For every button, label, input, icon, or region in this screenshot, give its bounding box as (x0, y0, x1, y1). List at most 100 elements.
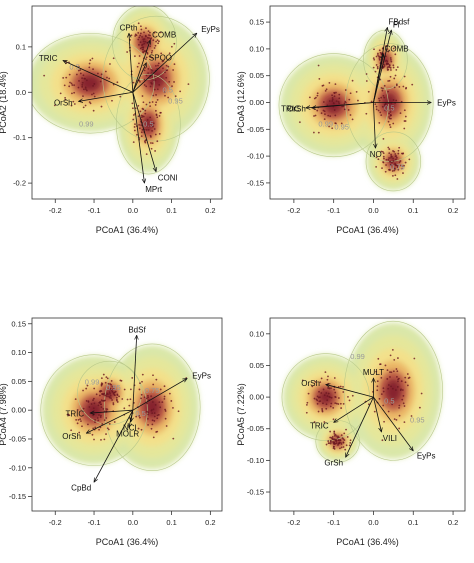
data-point (137, 104, 140, 107)
x-tick-label: 0.1 (166, 206, 176, 215)
data-point (150, 82, 153, 85)
data-point (399, 112, 402, 115)
data-point (372, 57, 375, 60)
data-point (384, 102, 387, 105)
data-point (347, 395, 349, 398)
contour-line (343, 320, 443, 461)
data-point (402, 152, 405, 155)
data-point (160, 111, 162, 114)
vector-arrow (132, 378, 187, 411)
data-point (88, 406, 91, 408)
y-axis-label: PCoA2 (18.4%) (0, 71, 8, 134)
data-point (305, 403, 308, 406)
data-point (332, 418, 335, 421)
data-point (325, 88, 328, 91)
data-point (387, 158, 390, 161)
data-point (158, 40, 160, 43)
data-point (100, 438, 102, 441)
data-point (141, 36, 143, 38)
data-point (149, 45, 152, 48)
data-point (339, 402, 342, 405)
data-point (320, 392, 323, 394)
vector-arrow (345, 396, 374, 457)
vector-label: MULT (363, 368, 384, 377)
data-point (109, 392, 111, 395)
data-point (75, 73, 78, 76)
data-point (328, 442, 331, 445)
data-point (157, 42, 160, 45)
vector-label: NO (370, 150, 382, 159)
data-point (377, 158, 380, 161)
data-point (370, 100, 373, 103)
data-point (139, 25, 142, 28)
data-point (152, 408, 155, 411)
data-point (344, 89, 347, 91)
data-point (160, 52, 163, 55)
data-point (329, 115, 332, 118)
data-point (392, 370, 395, 373)
data-point (392, 64, 395, 67)
data-point (98, 394, 101, 397)
contour-line (40, 354, 148, 466)
data-point (167, 65, 170, 68)
data-point (346, 436, 349, 438)
data-point (79, 418, 82, 420)
data-point (147, 34, 150, 36)
data-point (316, 92, 319, 95)
data-point (388, 116, 390, 118)
data-point (97, 419, 100, 422)
data-point (388, 64, 391, 67)
data-point (100, 73, 103, 76)
data-point (146, 410, 148, 413)
data-point (320, 377, 323, 380)
data-point (159, 406, 162, 409)
data-point (81, 83, 84, 86)
data-point (375, 55, 378, 58)
vectors-a: TRIC CPth COMB EyPs SPOO OrSh CONI MPrt (39, 23, 220, 194)
data-point (390, 60, 393, 63)
data-point (331, 127, 334, 130)
data-point (116, 81, 119, 84)
y-axis-label: PCoA3 (12.6%) (236, 71, 246, 134)
data-point (152, 79, 155, 81)
data-point (380, 376, 383, 379)
y-tick-label: -0.10 (247, 456, 264, 465)
data-point (141, 95, 144, 97)
data-point (408, 376, 411, 379)
data-point (383, 63, 385, 66)
data-point (394, 153, 397, 155)
data-point (155, 114, 158, 117)
data-point (393, 169, 396, 172)
data-point (77, 69, 80, 72)
data-point (158, 83, 161, 86)
data-point (333, 377, 336, 379)
data-point (104, 399, 106, 402)
data-point (130, 34, 133, 37)
data-point (389, 67, 392, 69)
data-point (348, 444, 351, 447)
data-point (77, 65, 80, 68)
data-point (314, 380, 317, 383)
data-point (385, 164, 387, 166)
data-point (152, 383, 155, 386)
data-point (143, 69, 146, 72)
data-point (395, 158, 397, 161)
contour-line (103, 343, 201, 471)
data-point (151, 69, 154, 72)
data-point (394, 167, 396, 170)
density-blob (143, 115, 154, 133)
data-point (164, 71, 166, 74)
data-point (88, 101, 91, 104)
data-point (328, 125, 331, 128)
data-point (332, 447, 335, 450)
data-point (92, 397, 95, 400)
data-point (161, 401, 164, 404)
data-point (141, 128, 144, 131)
data-point (397, 168, 400, 171)
vector-arrow (373, 30, 391, 103)
vector-label: TRIC (66, 409, 85, 418)
data-point (382, 137, 385, 140)
data-point (400, 380, 403, 383)
data-point (70, 429, 73, 432)
y-tick-label: -0.15 (247, 488, 264, 497)
